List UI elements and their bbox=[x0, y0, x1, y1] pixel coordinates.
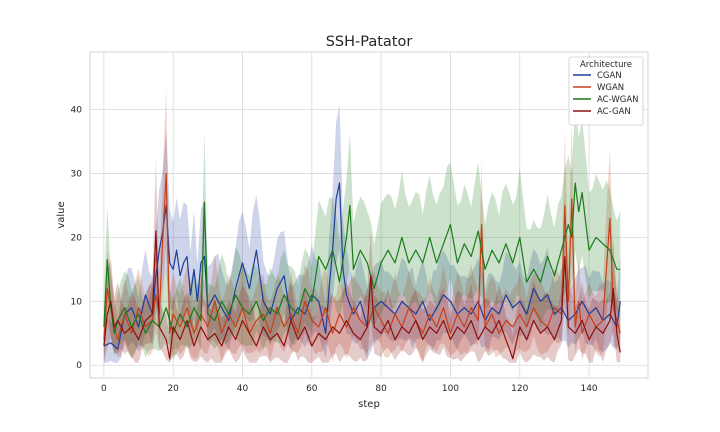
legend-label-cgan: CGAN bbox=[597, 71, 622, 81]
series-line-ac-wgan bbox=[103, 182, 621, 334]
y-axis-ticks: 0 10 20 30 40 bbox=[71, 106, 83, 372]
legend-box bbox=[568, 56, 644, 126]
y-tick-label: 20 bbox=[71, 233, 83, 243]
grid bbox=[90, 52, 648, 378]
series-lines bbox=[103, 172, 621, 360]
band-ac-gan bbox=[103, 158, 621, 363]
y-tick-label: 30 bbox=[71, 169, 83, 179]
band-wgan bbox=[103, 88, 621, 363]
legend-label-ac-wgan: AC-WGAN bbox=[597, 95, 639, 105]
series-line-cgan bbox=[103, 182, 621, 350]
x-tick-label: 40 bbox=[237, 384, 249, 394]
x-tick-label: 100 bbox=[442, 384, 459, 394]
x-tick-label: 0 bbox=[101, 384, 107, 394]
chart-title: SSH-Patator bbox=[326, 34, 413, 50]
y-axis-label: value bbox=[56, 201, 67, 228]
band-ac-wgan bbox=[103, 102, 621, 360]
x-tick-label: 140 bbox=[580, 384, 597, 394]
legend-label-ac-gan: AC-GAN bbox=[597, 107, 631, 117]
x-axis-label: step bbox=[358, 399, 380, 410]
x-axis-ticks: 0 20 40 60 80 100 120 140 bbox=[101, 384, 598, 394]
y-tick-label: 40 bbox=[71, 106, 83, 116]
x-tick-label: 120 bbox=[511, 384, 528, 394]
x-tick-label: 80 bbox=[375, 384, 387, 394]
y-tick-label: 0 bbox=[76, 361, 82, 371]
legend-title: Architecture bbox=[580, 60, 632, 70]
legend: Architecture CGAN WGAN AC-WGAN AC-GAN bbox=[568, 56, 644, 126]
legend-items: CGAN WGAN AC-WGAN AC-GAN bbox=[573, 71, 639, 117]
y-tick-label: 10 bbox=[71, 297, 83, 307]
series-line-ac-gan bbox=[103, 230, 621, 360]
legend-label-wgan: WGAN bbox=[597, 83, 624, 93]
x-tick-label: 20 bbox=[167, 384, 179, 394]
x-tick-label: 60 bbox=[306, 384, 318, 394]
